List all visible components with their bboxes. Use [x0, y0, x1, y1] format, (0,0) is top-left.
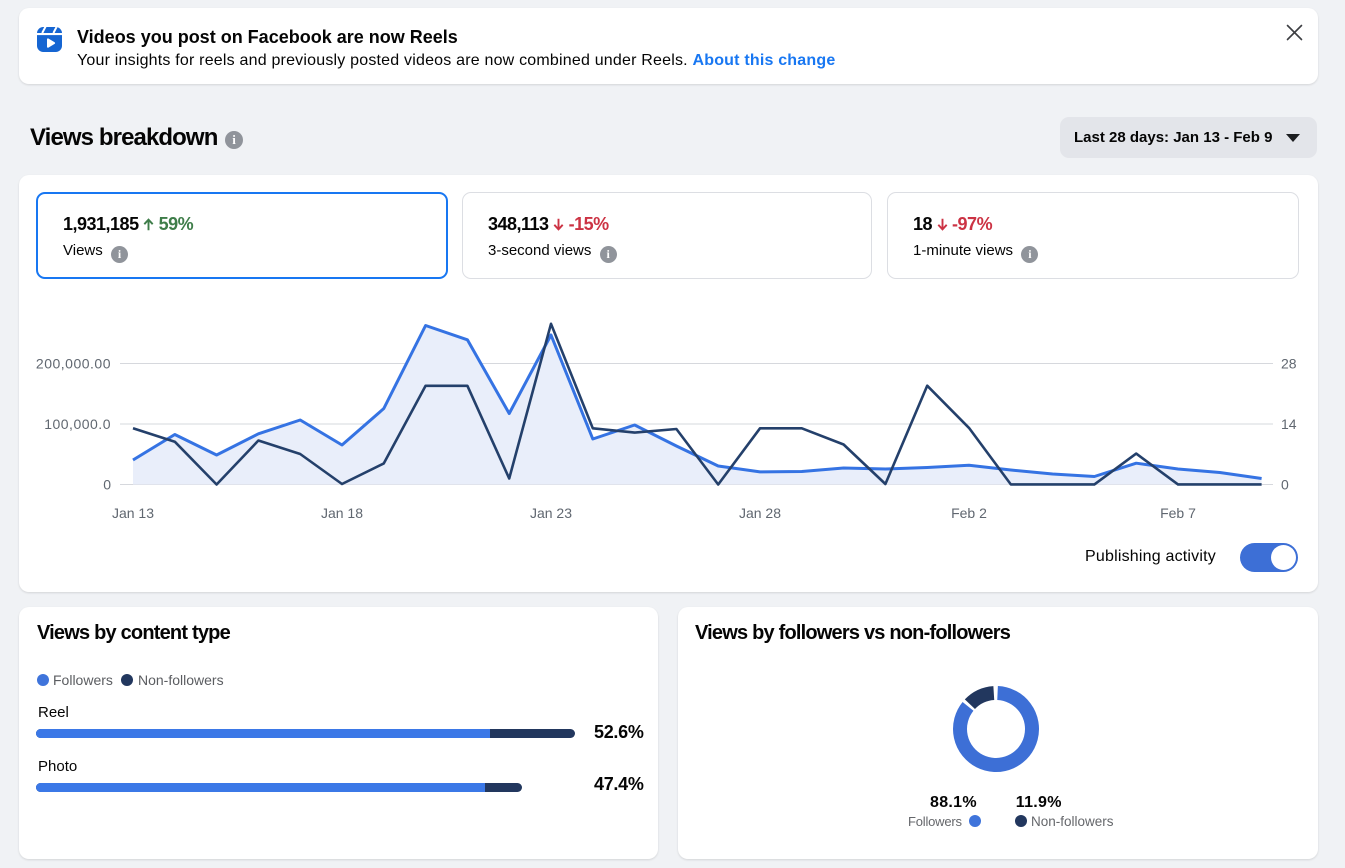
svg-text:Feb 2: Feb 2	[951, 505, 987, 521]
svg-text:100,000.0: 100,000.0	[44, 416, 111, 432]
svg-text:Jan 18: Jan 18	[321, 505, 363, 521]
svg-text:0: 0	[1281, 477, 1289, 493]
svg-text:Jan 13: Jan 13	[112, 505, 154, 521]
svg-text:28: 28	[1281, 356, 1297, 372]
svg-text:Feb 7: Feb 7	[1160, 505, 1196, 521]
svg-text:0: 0	[103, 477, 111, 493]
svg-text:Jan 28: Jan 28	[739, 505, 781, 521]
svg-text:14: 14	[1281, 416, 1297, 432]
svg-text:Jan 23: Jan 23	[530, 505, 572, 521]
svg-text:200,000.00: 200,000.00	[36, 356, 111, 372]
